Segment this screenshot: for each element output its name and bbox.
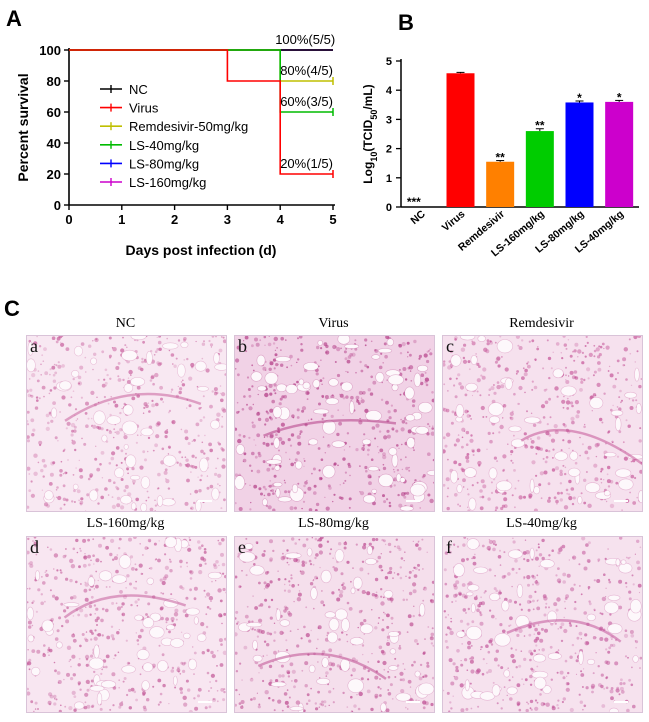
legend-label: LS-160mg/kg — [129, 175, 206, 190]
histology-title: Virus — [318, 316, 349, 331]
scale-bar — [198, 701, 212, 703]
histology-title: Remdesivir — [509, 316, 574, 331]
histology-image: f — [442, 536, 643, 713]
histology-image: d — [26, 536, 227, 713]
histology-title: LS-80mg/kg — [298, 516, 369, 531]
legend-label: LS-80mg/kg — [129, 156, 199, 171]
histology-image: a — [26, 335, 227, 512]
scale-bar — [198, 500, 212, 502]
bar-5 — [605, 101, 634, 207]
histology-sublabel: b — [238, 336, 247, 356]
y-tick-label: 2 — [386, 144, 392, 156]
scale-bar — [406, 701, 420, 703]
x-axis-label: Days post infection (d) — [126, 242, 277, 258]
y-tick-label: 40 — [47, 136, 61, 151]
x-tick-label: 5 — [329, 212, 336, 227]
significance-label: * — [617, 90, 622, 104]
significance-label: ** — [495, 151, 505, 165]
histology-sublabel: e — [238, 537, 246, 557]
y-tick-label: 20 — [47, 167, 61, 182]
tissue-texture — [443, 537, 642, 712]
significance-label: * — [577, 91, 582, 105]
y-tick-label: 60 — [47, 105, 61, 120]
significance-label: *** — [407, 195, 421, 209]
x-tick-label: Virus — [440, 208, 468, 234]
bar-4 — [565, 102, 594, 207]
bar-3 — [525, 131, 554, 207]
legend-label: Virus — [129, 101, 159, 116]
survival-chart: 0 20 40 60 80 100 0 1 2 3 4 5 Days post infection (d… — [15, 32, 337, 258]
panel-letter-a: A — [6, 6, 22, 31]
x-tick-label: 2 — [171, 212, 178, 227]
survival-annotation: 20%(1/5) — [280, 156, 333, 171]
tissue-texture — [27, 537, 226, 712]
survival-annotation: 100%(5/5) — [275, 32, 335, 47]
survival-annotation: 60%(3/5) — [280, 94, 333, 109]
significance-label: ** — [535, 119, 545, 133]
x-tick-label: 3 — [224, 212, 231, 227]
y-tick-label: 100 — [39, 43, 61, 58]
histology-image: b — [234, 335, 435, 512]
y-tick-label: 4 — [386, 85, 393, 97]
panel-letter-c: C — [4, 296, 20, 321]
y-tick-label: 1 — [386, 173, 392, 185]
histology-image: e — [234, 536, 435, 713]
legend-label: Remdesivir-50mg/kg — [129, 119, 248, 134]
histology-sublabel: d — [30, 537, 39, 557]
bar-2 — [486, 161, 515, 207]
scale-bar — [614, 500, 628, 502]
y-tick-label: 3 — [386, 114, 392, 126]
histology-sublabel: f — [446, 537, 452, 557]
panel-letter-b: B — [398, 10, 414, 35]
y-tick-label: 0 — [386, 202, 392, 214]
y-tick-label: 5 — [386, 56, 392, 68]
tissue-texture — [235, 336, 434, 511]
scale-bar — [614, 701, 628, 703]
histology-title: NC — [115, 316, 136, 331]
legend-label: NC — [129, 82, 148, 97]
histology-image: c — [442, 335, 643, 512]
x-tick-label: NC — [408, 208, 428, 227]
x-tick-label: 1 — [118, 212, 125, 227]
histology-sublabel: c — [446, 336, 454, 356]
survival-annotation: 80%(4/5) — [280, 63, 333, 78]
y-axis-label: Percent survival — [15, 73, 31, 181]
tissue-texture — [235, 537, 434, 712]
legend-label: LS-40mg/kg — [129, 138, 199, 153]
y-axis-label: Log10(TCID50/mL) — [361, 84, 379, 183]
y-tick-label: 0 — [54, 198, 61, 213]
tissue-texture — [443, 336, 642, 511]
bar-1 — [446, 73, 475, 207]
histology-sublabel: a — [30, 336, 38, 356]
histology-title: LS-40mg/kg — [506, 516, 577, 531]
series-line-1 — [69, 49, 333, 175]
scale-bar — [406, 500, 420, 502]
x-tick-label: 0 — [65, 212, 72, 227]
x-tick-label: 4 — [277, 212, 285, 227]
y-tick-label: 80 — [47, 74, 61, 89]
histology-title: LS-160mg/kg — [86, 516, 165, 531]
tissue-texture — [27, 336, 226, 511]
